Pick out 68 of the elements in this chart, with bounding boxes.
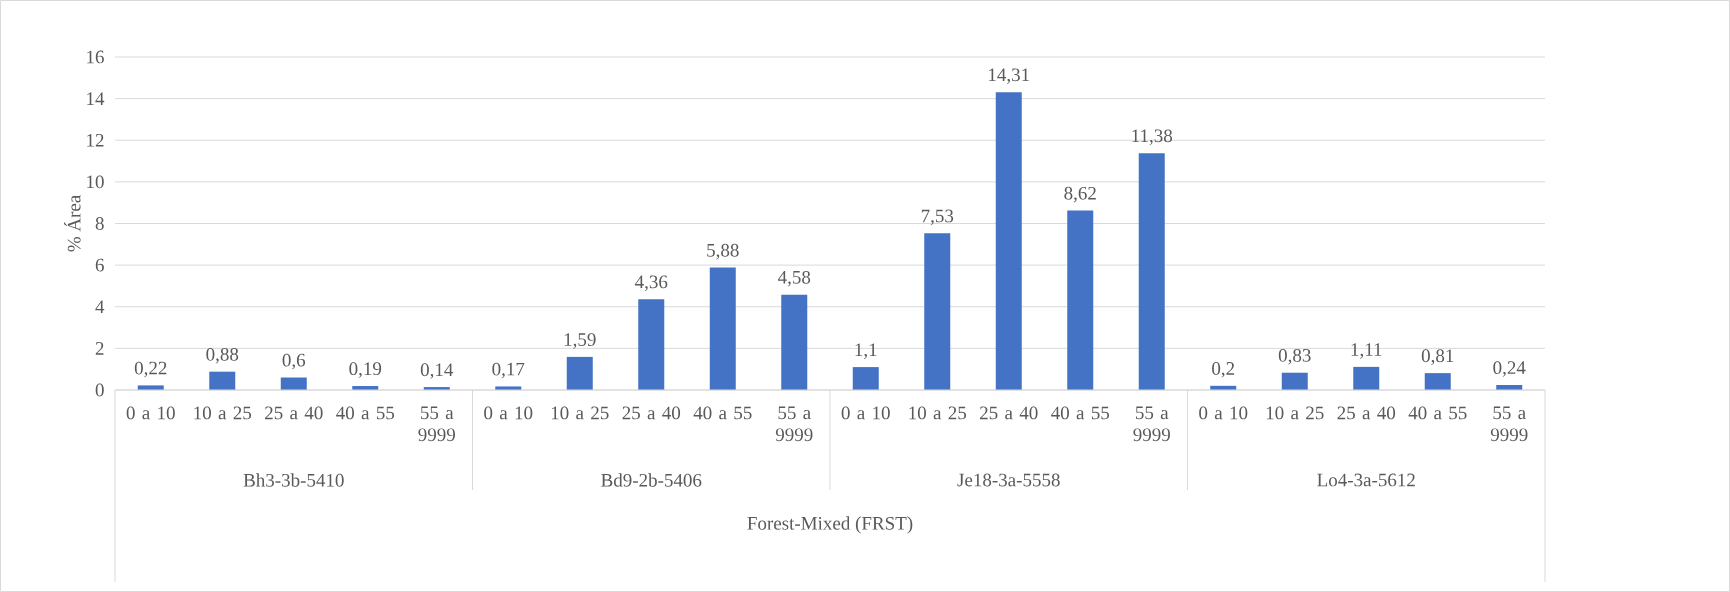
- y-tick-label: 12: [87, 133, 104, 147]
- data-label: 1,59: [564, 333, 596, 349]
- y-tick-label: 14: [87, 92, 105, 105]
- bar: [1424, 373, 1451, 390]
- y-axis-title: % Área: [64, 195, 81, 252]
- x-tick-label: 10 a 25: [1266, 406, 1324, 420]
- data-label: 0,22: [134, 361, 167, 378]
- data-label: 1,11: [1351, 343, 1382, 359]
- bar: [852, 367, 879, 390]
- x-tick-label: 55 a 9999: [1490, 406, 1528, 442]
- x-tick-label: 55 a 9999: [1133, 406, 1170, 442]
- x-tick-label: 0 a 10: [1199, 406, 1248, 420]
- text: Bd9-2b-5406: [601, 473, 702, 487]
- y-tick-label: 4: [95, 300, 105, 313]
- data-label: 1,1: [855, 343, 877, 359]
- x-tick-label: 0 a 10: [484, 406, 533, 420]
- text: Je18-3a-5558: [957, 473, 1060, 487]
- y-tick-label: 2: [95, 342, 104, 355]
- text: Bh3-3b-5410: [243, 473, 344, 487]
- data-label: 4,58: [778, 270, 811, 287]
- data-label: 0,2: [1212, 362, 1235, 378]
- bar: [1353, 366, 1380, 390]
- x-tick-label: 55 a 9999: [775, 406, 813, 442]
- data-label: 5,88: [707, 243, 739, 260]
- x-tick-label: 10 a 25: [194, 406, 252, 420]
- data-label: 0,19: [349, 362, 382, 378]
- x-tick-label: 55 a 9999: [418, 406, 455, 442]
- bar: [924, 233, 951, 390]
- data-label: 0,24: [1493, 361, 1526, 377]
- x-tick-label: 25 a 40: [265, 406, 323, 420]
- data-label: 7,53: [921, 209, 954, 226]
- y-tick-label: 0: [95, 383, 104, 397]
- bar: [1281, 372, 1308, 390]
- data-label: 0,88: [206, 347, 239, 364]
- data-label: 0,81: [1421, 349, 1454, 365]
- x-axis-title: Forest-Mixed (FRST): [747, 516, 913, 534]
- x-tick-label: 10 a 25: [909, 406, 967, 420]
- bar: [995, 92, 1022, 390]
- x-tick-label: 40 a 55: [693, 406, 752, 420]
- data-label: 14,31: [989, 68, 1029, 84]
- bar: [1067, 210, 1094, 390]
- data-label: 4,36: [635, 275, 668, 292]
- data-label: 11,38: [1132, 129, 1173, 145]
- bar: [638, 299, 665, 390]
- x-tick-label: 0 a 10: [841, 406, 890, 420]
- x-tick-label: 25 a 40: [1337, 406, 1396, 420]
- y-tick-label: 10: [87, 175, 104, 189]
- bar: [781, 294, 808, 390]
- data-label: 0,17: [492, 362, 525, 379]
- bar: [209, 371, 236, 390]
- x-tick-label: 25 a 40: [980, 406, 1038, 420]
- y-tick-label: 8: [95, 217, 104, 230]
- bar: [566, 356, 593, 390]
- text: Lo4-3a-5612: [1317, 473, 1415, 487]
- bar: [1138, 153, 1165, 390]
- x-tick-label: 40 a 55: [1051, 406, 1110, 420]
- x-tick-label: 40 a 55: [336, 406, 395, 420]
- y-tick-label: 6: [95, 258, 104, 272]
- data-label: 0,14: [420, 363, 454, 379]
- x-tick-label: 0 a 10: [126, 406, 175, 420]
- data-label: 8,62: [1064, 186, 1096, 203]
- x-tick-label: 10 a 25: [551, 406, 609, 420]
- x-tick-label: 40 a 55: [1408, 406, 1467, 420]
- data-label: 0,6: [282, 353, 306, 370]
- data-label: 0,83: [1278, 348, 1311, 365]
- bar: [709, 267, 736, 390]
- x-tick-label: 25 a 40: [622, 406, 681, 420]
- y-tick-label: 16: [87, 50, 104, 64]
